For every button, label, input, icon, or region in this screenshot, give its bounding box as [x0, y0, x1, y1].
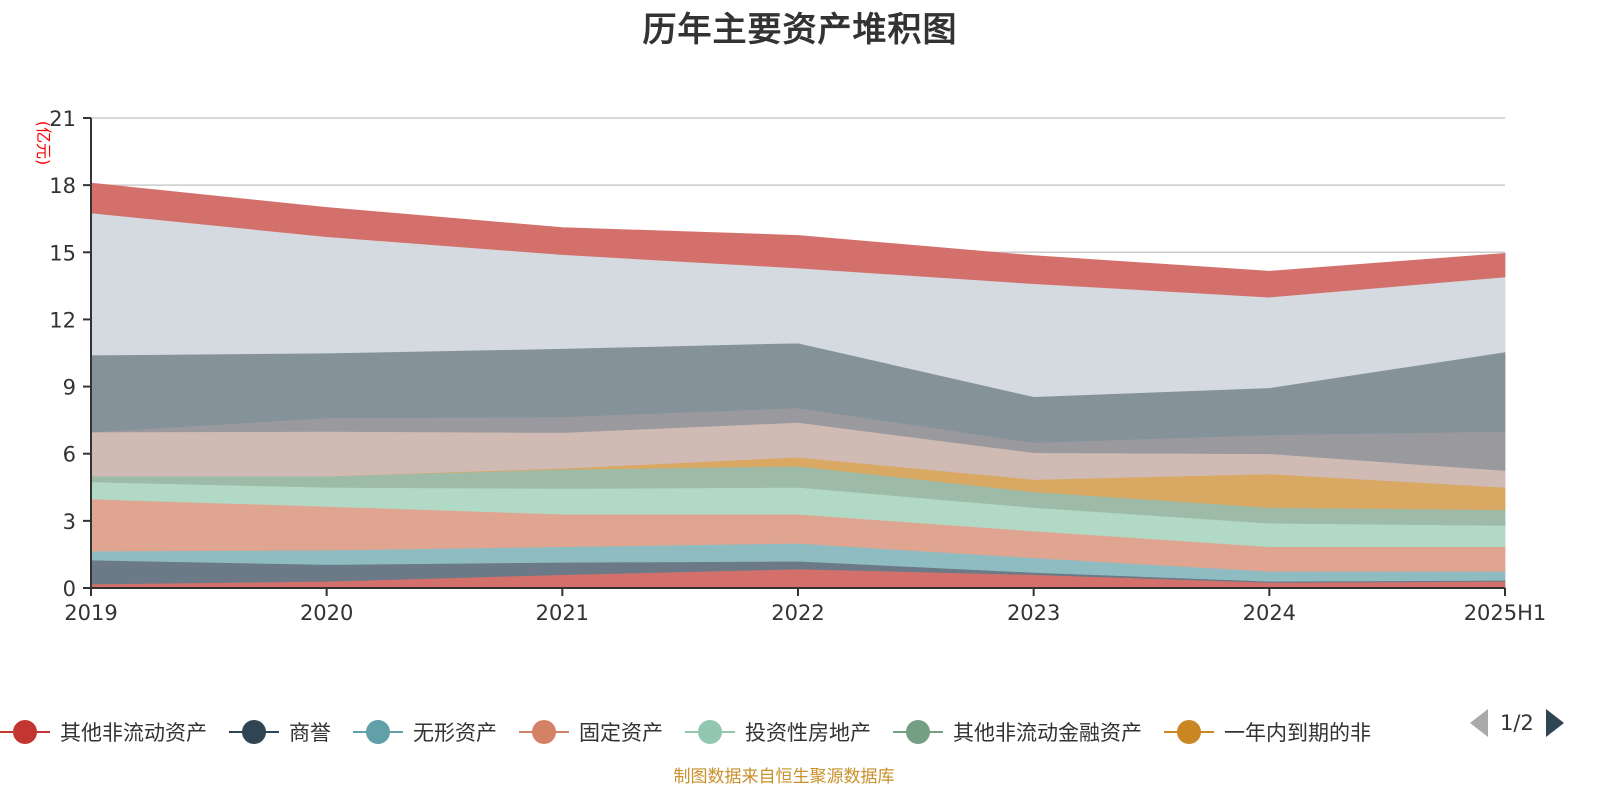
legend-item[interactable]: 固定资产	[519, 717, 663, 747]
legend-label: 一年内到期的非	[1224, 721, 1371, 745]
legend-marker-icon	[1164, 719, 1214, 745]
legend-label: 固定资产	[579, 721, 663, 745]
source-note: 制图数据来自恒生聚源数据库	[673, 767, 895, 787]
y-tick-label: 9	[63, 376, 76, 400]
chart-title: 历年主要资产堆积图	[642, 10, 958, 50]
legend-label: 投资性房地产	[745, 721, 871, 745]
y-tick-label: 6	[63, 443, 76, 467]
x-tick-label: 2019	[64, 601, 117, 625]
legend-marker-icon	[229, 719, 279, 745]
legend-item[interactable]: 商誉	[229, 717, 331, 747]
legend-label: 无形资产	[413, 721, 497, 745]
legend-marker-icon	[0, 719, 50, 745]
legend-item[interactable]: 投资性房地产	[685, 717, 871, 747]
y-tick-label: 21	[49, 107, 76, 131]
area-series-11[interactable]	[90, 182, 1506, 298]
y-tick-label: 0	[63, 577, 76, 601]
y-tick-label: 15	[49, 241, 76, 265]
area-series	[90, 182, 1506, 589]
legend-label: 其他非流动金融资产	[953, 721, 1142, 745]
legend: 其他非流动资产 商誉 无形资产 固定资产 投资性房地产 其他非流动金融资产 一年内到期的非	[0, 712, 1393, 752]
legend-marker-icon	[519, 719, 569, 745]
legend-pager: 1/2	[1470, 703, 1564, 743]
y-axis-unit-label: (亿元)	[34, 121, 53, 166]
x-tick-label: 2021	[536, 601, 589, 625]
x-tick-label: 2022	[771, 601, 824, 625]
legend-next-page-icon[interactable]	[1545, 709, 1564, 737]
x-tick-label: 2025H1	[1464, 601, 1547, 625]
legend-page-indicator: 1/2	[1500, 711, 1534, 735]
legend-item[interactable]: 一年内到期的非	[1164, 717, 1371, 747]
legend-label: 商誉	[289, 721, 331, 745]
legend-item[interactable]: 其他非流动资产	[0, 717, 207, 747]
x-tick-label: 2023	[1007, 601, 1060, 625]
y-tick-label: 12	[49, 308, 76, 332]
legend-marker-icon	[893, 719, 943, 745]
y-tick-label: 3	[63, 510, 76, 534]
axes: 0 3 6 9 12 15 18 21 2019 2020 2021 2022 2023 2024 2025…	[49, 107, 1546, 625]
legend-marker-icon	[353, 719, 403, 745]
x-tick-label: 2024	[1243, 601, 1296, 625]
legend-label: 其他非流动资产	[60, 721, 207, 745]
legend-prev-page-icon[interactable]	[1470, 709, 1488, 737]
legend-item[interactable]: 无形资产	[353, 717, 497, 747]
legend-marker-icon	[685, 719, 735, 745]
x-tick-label: 2020	[300, 601, 353, 625]
y-tick-label: 18	[49, 174, 76, 198]
legend-item[interactable]: 其他非流动金融资产	[893, 717, 1142, 747]
